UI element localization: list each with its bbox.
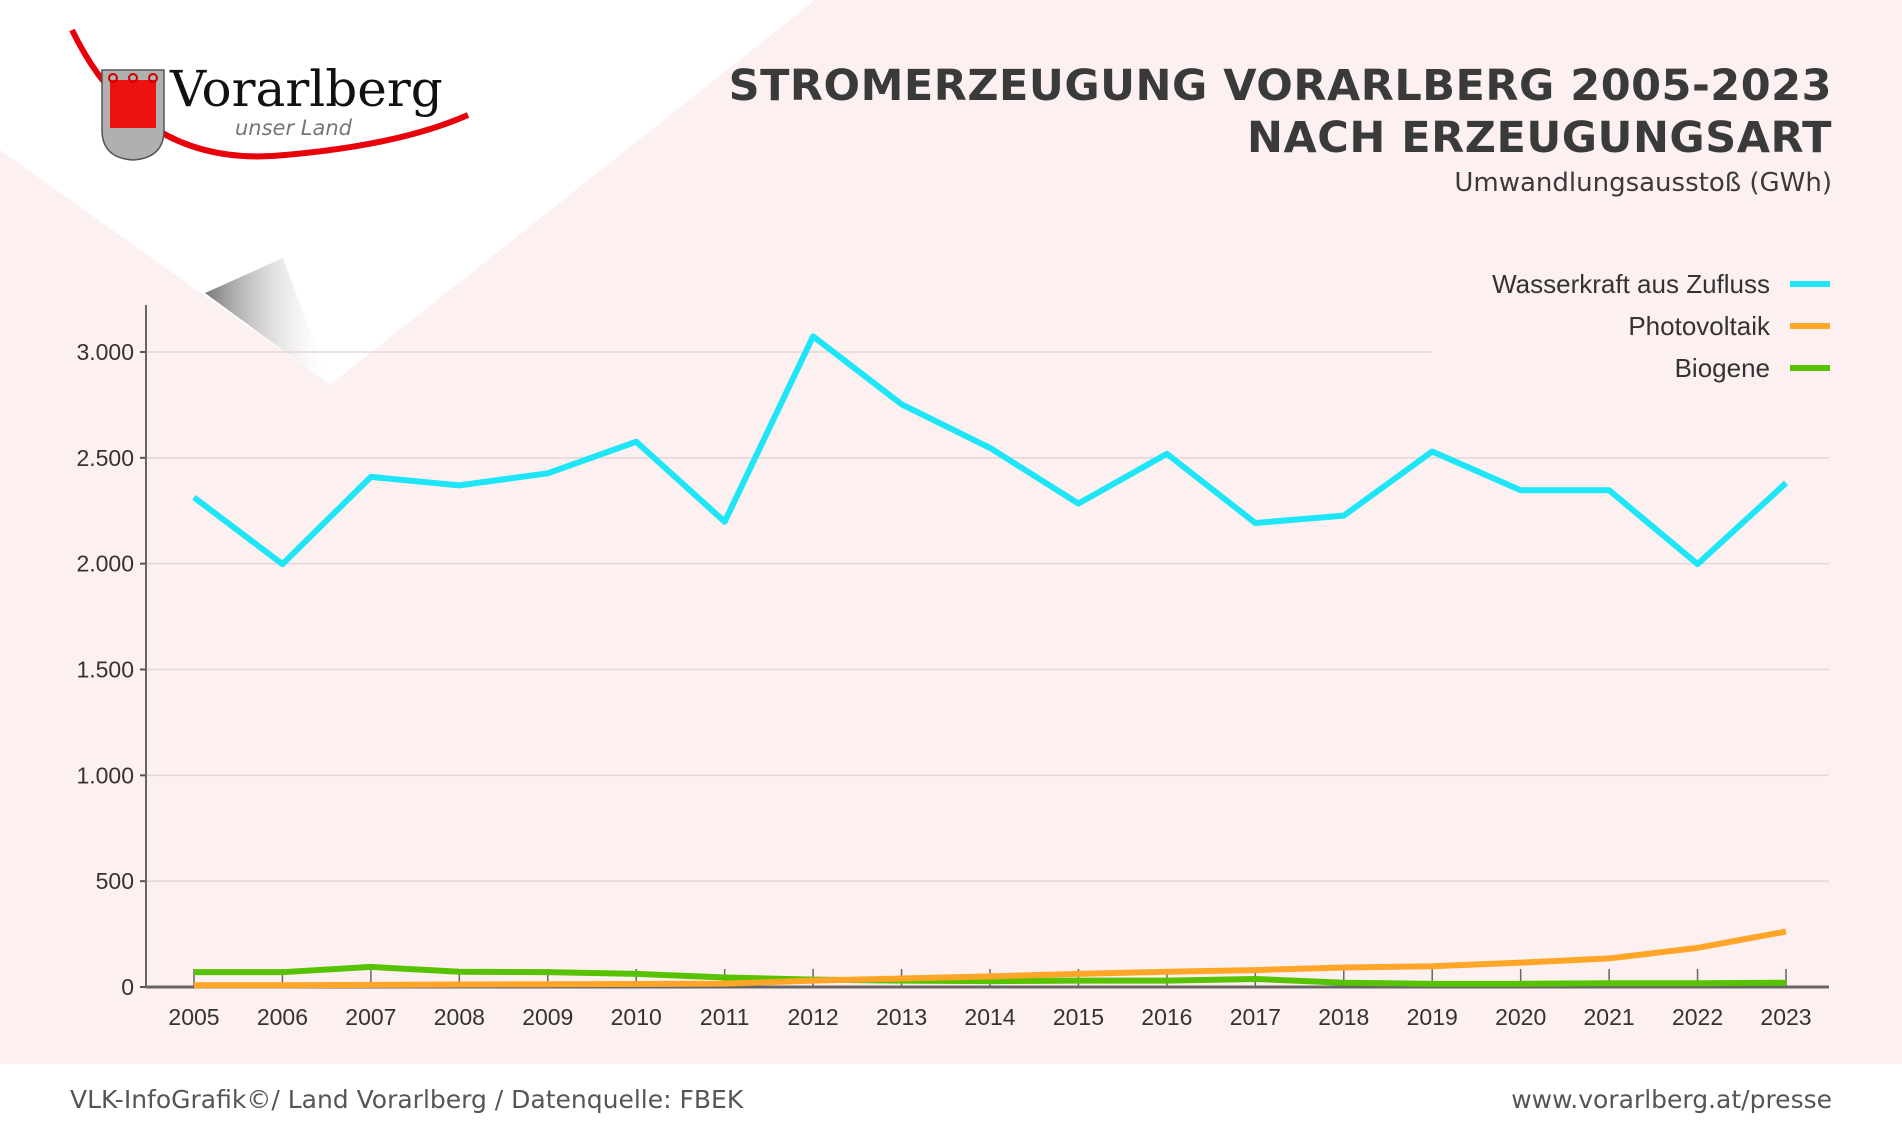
x-tick-label: 2015 (1053, 1004, 1104, 1030)
y-tick-label: 1.500 (76, 657, 134, 683)
x-tick-label: 2009 (522, 1004, 573, 1030)
chart-subtitle: Umwandlungsausstoß (GWh) (1454, 168, 1832, 198)
x-tick-label: 2005 (168, 1004, 219, 1030)
series-line-photovoltaik (194, 928, 1787, 989)
x-tick-label: 2019 (1407, 1004, 1458, 1030)
series-line-wasserkraft-aus-zufluss (192, 333, 1789, 568)
x-tick-label: 2016 (1141, 1004, 1192, 1030)
footer-credit: VLK-InfoGrafik©/ Land Vorarlberg / Daten… (70, 1085, 744, 1114)
x-tick-label: 2018 (1318, 1004, 1369, 1030)
logo-tagline: unser Land (235, 116, 352, 140)
x-tick-label: 2010 (611, 1004, 662, 1030)
x-tick-label: 2023 (1760, 1004, 1811, 1030)
footer-bar (0, 1064, 1902, 1135)
logo-wordmark: Vorarlberg (170, 60, 443, 118)
x-tick-label: 2013 (876, 1004, 927, 1030)
title-line-2: NACH ERZEUGUNGSART (1247, 113, 1832, 163)
y-tick-label: 0 (121, 974, 134, 1000)
legend-label: Photovoltaik (1628, 311, 1771, 341)
x-tick-label: 2017 (1230, 1004, 1281, 1030)
y-tick-label: 1.000 (76, 762, 134, 788)
y-tick-label: 2.500 (76, 445, 134, 471)
x-tick-label: 2014 (964, 1004, 1015, 1030)
y-tick-label: 3.000 (76, 339, 134, 365)
legend-label: Biogene (1675, 353, 1770, 383)
x-tick-label: 2008 (434, 1004, 485, 1030)
title-line-1: STROMERZEUGUNG VORARLBERG 2005-2023 (728, 61, 1832, 111)
series-line-biogene (194, 963, 1787, 987)
x-tick-label: 2011 (700, 1004, 749, 1030)
x-tick-label: 2022 (1672, 1004, 1723, 1030)
x-tick-label: 2012 (788, 1004, 839, 1030)
x-tick-label: 2006 (257, 1004, 308, 1030)
footer-url: www.vorarlberg.at/presse (1511, 1085, 1832, 1114)
chart-title: STROMERZEUGUNG VORARLBERG 2005-2023 NACH… (729, 60, 1832, 164)
y-tick-label: 2.000 (76, 551, 134, 577)
x-tick-label: 2020 (1495, 1004, 1546, 1030)
background-white-shape (0, 0, 815, 385)
x-tick-label: 2007 (345, 1004, 396, 1030)
decorative-shadow (205, 258, 330, 385)
legend-label: Wasserkraft aus Zufluss (1492, 269, 1770, 299)
x-tick-label: 2021 (1584, 1004, 1635, 1030)
y-tick-label: 500 (96, 868, 134, 894)
vorarlberg-logo (69, 28, 470, 161)
